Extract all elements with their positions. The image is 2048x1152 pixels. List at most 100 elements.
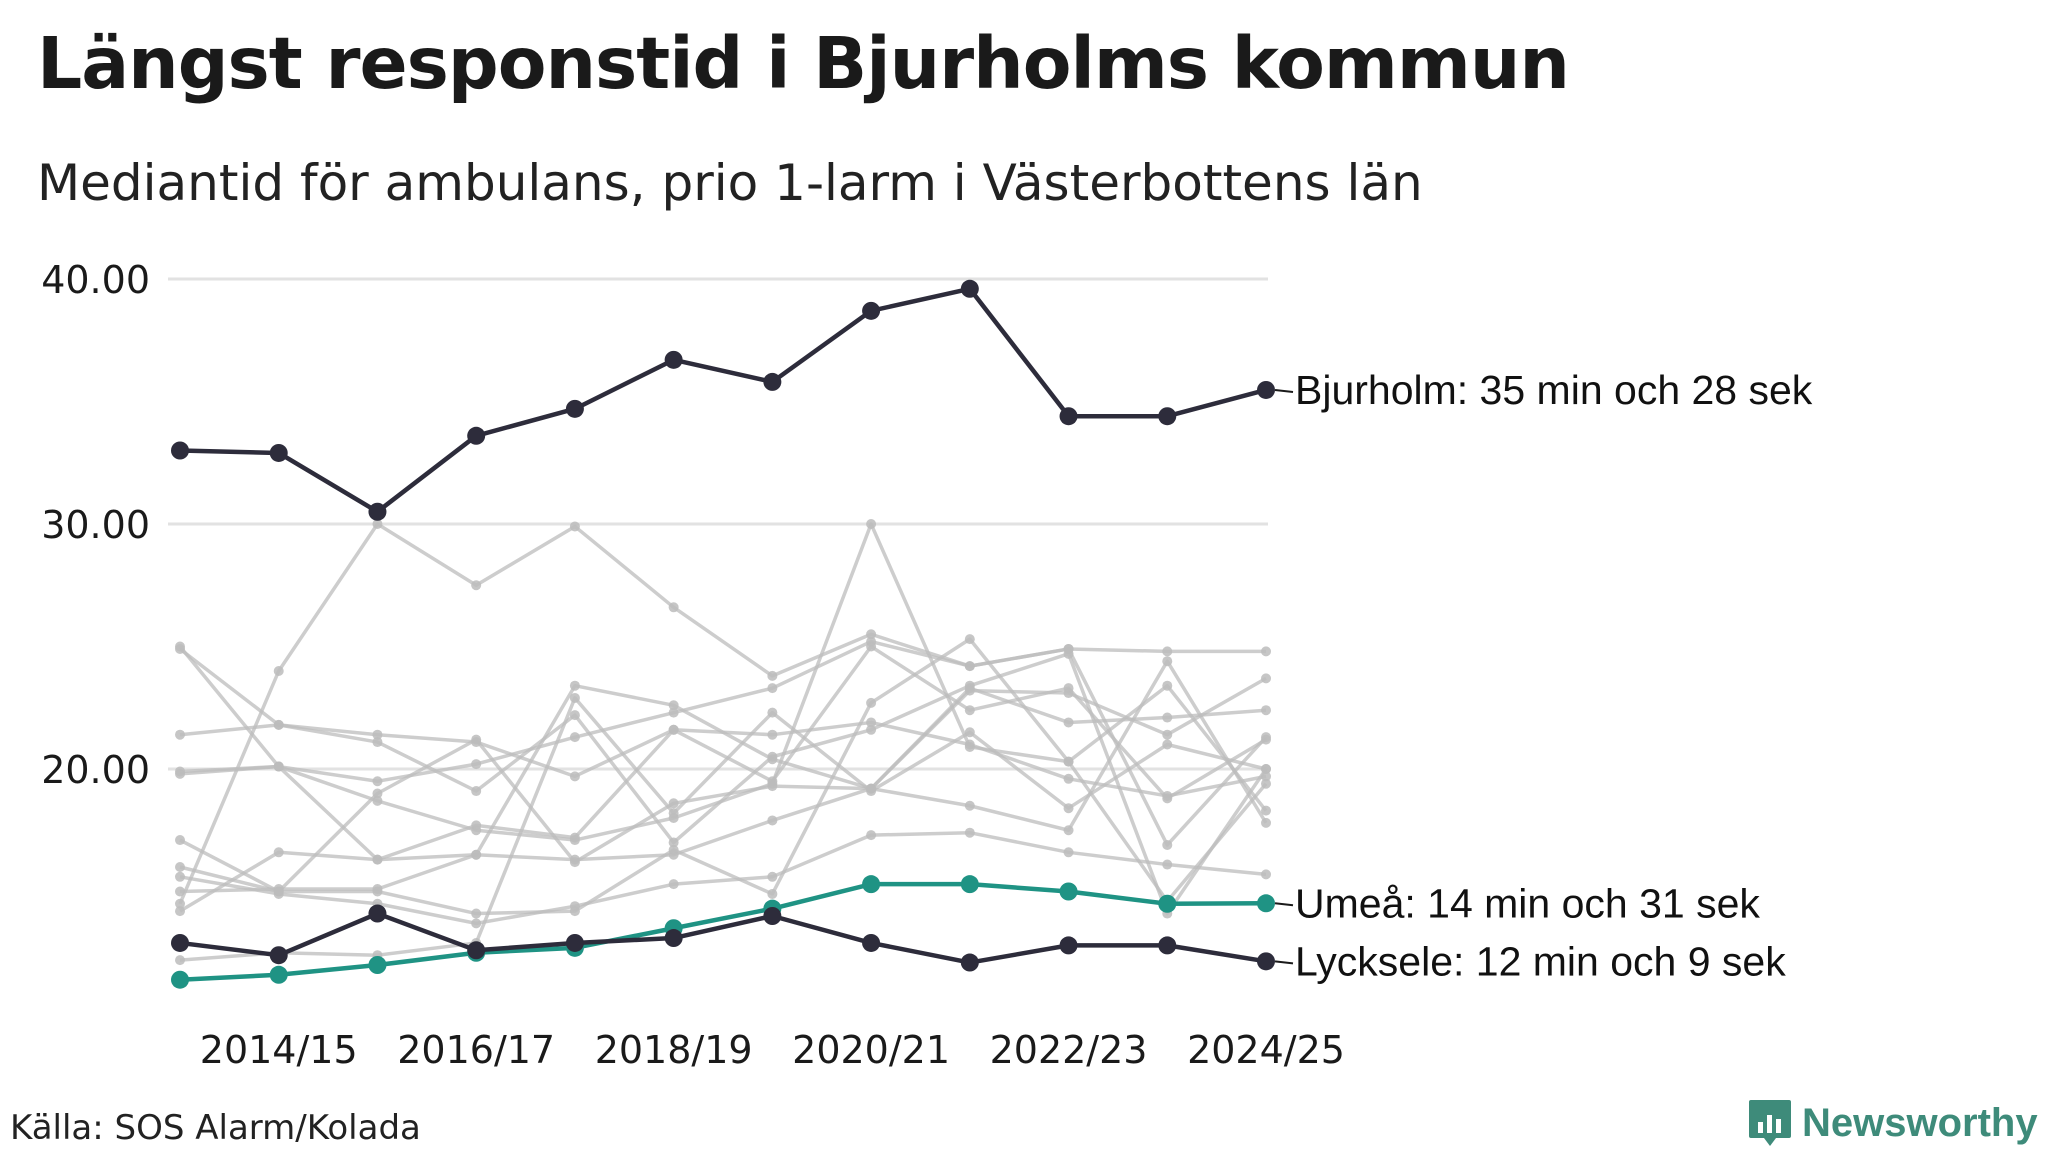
background-data-point <box>471 734 482 745</box>
axis-label-layer: 20.00 30.00 40.00 2014/15 2016/17 2018/19 2020… <box>41 258 1345 1072</box>
background-data-point <box>866 629 877 640</box>
data-point-bjurholm <box>269 443 288 462</box>
background-data-point <box>866 783 877 794</box>
series-label-layer: Bjurholm: 35 min och 28 sek Umeå: 14 min … <box>1274 367 1813 984</box>
background-data-point <box>569 680 580 691</box>
background-data-point <box>569 771 580 782</box>
background-data-point <box>1261 778 1271 789</box>
background-data-point <box>372 776 383 787</box>
data-point-bjurholm <box>664 350 683 369</box>
background-data-point <box>1261 732 1271 743</box>
background-series-line <box>179 637 1268 916</box>
y-tick-label: 30.00 <box>41 503 150 547</box>
data-point-umeå <box>269 965 288 984</box>
background-data-point <box>668 602 679 613</box>
background-data-point <box>767 888 778 899</box>
highlighted-series-layer <box>171 279 1275 989</box>
background-series-5 <box>175 683 1271 897</box>
data-point-lycksele <box>1059 936 1078 955</box>
background-series-line <box>178 647 1268 916</box>
brand-name: Newsworthy <box>1802 1100 2038 1145</box>
newsworthy-chart-logo-icon <box>1749 1100 1791 1146</box>
background-data-point <box>767 729 778 740</box>
background-data-point <box>1162 859 1173 870</box>
series-end-label-bjurholm: Bjurholm: 35 min och 28 sek <box>1295 367 1813 413</box>
data-point-umeå <box>1257 894 1275 913</box>
background-series-4 <box>175 519 1271 909</box>
series-line-bjurholm <box>179 286 1267 514</box>
background-data-point <box>471 759 482 770</box>
background-series-line <box>179 522 1268 842</box>
background-data-point <box>1261 771 1271 782</box>
y-tick-label: 20.00 <box>41 748 150 792</box>
data-point-umeå <box>960 875 979 894</box>
background-data-point <box>767 670 778 681</box>
background-data-point <box>964 634 975 645</box>
background-data-point <box>175 955 185 966</box>
data-point-umeå <box>171 970 189 989</box>
background-data-point <box>372 519 383 529</box>
background-series-line <box>179 686 1267 894</box>
label-leader-line <box>1274 902 1294 907</box>
data-point-bjurholm <box>368 502 387 521</box>
background-data-point <box>1261 705 1271 716</box>
data-point-lycksele <box>1257 952 1275 971</box>
background-series-line <box>179 696 1267 962</box>
background-data-point <box>1063 756 1074 767</box>
background-data-point <box>372 854 383 865</box>
background-data-point <box>668 879 679 890</box>
background-data-point <box>1261 673 1271 684</box>
background-data-point <box>866 830 877 841</box>
background-data-point <box>668 844 679 855</box>
background-data-point <box>668 707 679 718</box>
data-point-bjurholm <box>467 426 486 445</box>
background-data-point <box>569 832 580 843</box>
background-data-point <box>471 918 482 929</box>
background-data-point <box>668 837 679 848</box>
background-data-point <box>569 710 580 721</box>
background-data-point <box>569 521 580 532</box>
data-point-bjurholm <box>960 279 979 298</box>
data-point-umeå <box>862 875 881 894</box>
data-point-lycksele <box>763 907 782 925</box>
background-data-point <box>175 862 185 872</box>
background-series-line <box>179 644 1267 913</box>
background-data-point <box>767 815 778 826</box>
background-data-point <box>964 800 975 811</box>
background-data-point <box>1162 839 1173 850</box>
background-data-point <box>1162 712 1173 723</box>
background-data-point <box>471 786 482 797</box>
background-data-point <box>964 727 975 738</box>
background-data-point <box>668 808 679 819</box>
background-data-point <box>668 724 679 735</box>
background-data-point <box>964 661 975 672</box>
data-point-lycksele <box>269 946 288 965</box>
data-point-lycksele <box>467 941 486 960</box>
background-data-point <box>1063 683 1074 694</box>
series-line-lycksele <box>179 911 1267 965</box>
background-data-point <box>964 741 975 752</box>
background-series-line <box>178 645 1268 862</box>
background-data-point <box>569 857 580 868</box>
y-tick-label: 40.00 <box>41 258 150 302</box>
data-point-bjurholm <box>862 301 881 320</box>
background-data-point <box>569 692 580 703</box>
background-data-point <box>273 888 284 899</box>
chart-title: Längst responstid i Bjurholms kommun <box>37 22 1570 105</box>
background-data-point <box>1063 643 1074 654</box>
background-data-point <box>372 729 383 740</box>
series-bjurholm <box>171 279 1275 521</box>
background-data-point <box>767 754 778 765</box>
grid-layer <box>168 277 1268 771</box>
background-data-point <box>569 732 580 743</box>
background-data-point <box>372 788 383 799</box>
background-series-layer <box>175 519 1271 966</box>
background-data-point <box>372 884 383 895</box>
background-data-point <box>1261 869 1271 880</box>
background-data-point <box>866 717 877 728</box>
background-series-line <box>178 522 1266 905</box>
background-data-point <box>668 700 679 711</box>
background-data-point <box>1162 646 1173 657</box>
background-data-point <box>175 886 185 897</box>
